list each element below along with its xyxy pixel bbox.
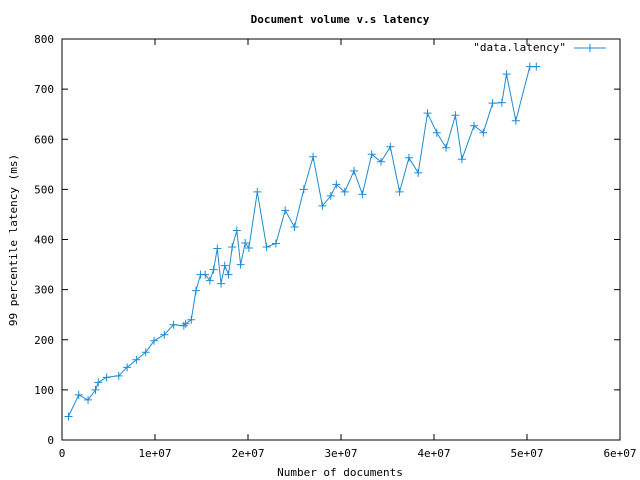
data-point — [358, 190, 367, 199]
data-point — [326, 191, 335, 200]
data-point — [332, 180, 341, 189]
legend-marker — [586, 44, 594, 52]
legend-marker-plus — [586, 44, 594, 52]
data-point — [181, 319, 190, 328]
data-point — [442, 143, 451, 152]
x-tick-label: 5e+07 — [510, 447, 543, 460]
data-point — [367, 150, 376, 159]
y-tick-label: 600 — [34, 133, 54, 146]
y-tick-label: 100 — [34, 384, 54, 397]
data-point — [191, 286, 200, 295]
data-point — [386, 142, 395, 151]
data-point — [94, 378, 103, 387]
y-tick-label: 400 — [34, 234, 54, 247]
data-point — [532, 62, 541, 71]
data-point — [511, 116, 520, 125]
y-tick-label: 700 — [34, 83, 54, 96]
data-point — [432, 128, 441, 137]
x-tick-label: 1e+07 — [138, 447, 171, 460]
data-point — [228, 243, 237, 252]
data-point — [395, 187, 404, 196]
y-tick-label: 0 — [47, 434, 54, 447]
data-point — [451, 111, 460, 120]
data-point — [423, 109, 432, 118]
data-point — [281, 206, 290, 215]
data-point — [224, 270, 233, 279]
data-point — [497, 98, 506, 107]
data-point — [290, 222, 299, 231]
data-point — [132, 355, 141, 364]
data-point — [64, 412, 73, 421]
data-point — [488, 99, 497, 108]
y-axis-label: 99 percentile latency (ms) — [7, 154, 20, 326]
data-point — [114, 371, 123, 380]
data-point — [318, 201, 327, 210]
x-tick-label: 2e+07 — [231, 447, 264, 460]
data-point — [205, 276, 214, 285]
y-tick-label: 200 — [34, 334, 54, 347]
data-point — [502, 70, 511, 79]
y-tick-label: 300 — [34, 284, 54, 297]
data-point — [74, 390, 83, 399]
data-point — [414, 168, 423, 177]
y-axis: 0 100 200 300 400 500 600 700 800 — [34, 33, 620, 447]
data-point — [241, 239, 250, 248]
x-tick-label: 4e+07 — [417, 447, 450, 460]
data-point — [404, 153, 413, 162]
x-axis: 0 1e+07 2e+07 3e+07 4e+07 5e+07 6e+07 — [59, 39, 637, 460]
data-point — [160, 330, 169, 339]
legend-label: "data.latency" — [473, 41, 566, 54]
data-point — [91, 385, 100, 394]
data-point — [262, 243, 271, 252]
series-line — [68, 66, 537, 417]
data-point — [236, 260, 245, 269]
data-point — [350, 166, 359, 175]
x-tick-label: 0 — [59, 447, 66, 460]
data-point — [469, 121, 478, 130]
data-point — [340, 187, 349, 196]
data-point — [309, 152, 318, 161]
y-tick-label: 800 — [34, 33, 54, 46]
plot-area — [61, 38, 621, 441]
data-point — [209, 265, 218, 274]
data-point — [102, 373, 111, 382]
data-point — [244, 244, 253, 253]
data-point — [169, 320, 178, 329]
plot-border — [61, 38, 621, 441]
data-point — [271, 239, 280, 248]
x-axis-label: Number of documents — [277, 466, 403, 479]
data-point — [299, 185, 308, 194]
data-point — [220, 261, 229, 270]
data-point — [201, 270, 210, 279]
legend: "data.latency" — [473, 41, 606, 54]
data-point — [187, 315, 196, 324]
x-tick-label: 3e+07 — [324, 447, 357, 460]
data-point — [150, 336, 159, 345]
data-point — [84, 395, 93, 404]
data-point — [123, 363, 132, 372]
data-point — [376, 157, 385, 166]
x-tick-label: 6e+07 — [603, 447, 636, 460]
data-point — [457, 155, 466, 164]
chart-title: Document volume v.s latency — [251, 13, 430, 26]
data-point — [141, 348, 150, 357]
data-point — [179, 321, 188, 330]
data-point — [232, 226, 241, 235]
y-tick-label: 500 — [34, 183, 54, 196]
data-point — [213, 244, 222, 253]
data-point — [479, 128, 488, 137]
data-point — [253, 187, 262, 196]
series-layer — [64, 62, 541, 421]
data-point — [217, 279, 226, 288]
